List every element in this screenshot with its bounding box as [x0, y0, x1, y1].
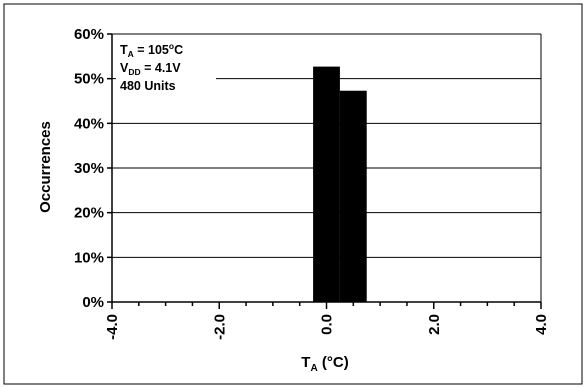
y-tick-label: 60%: [74, 26, 104, 43]
y-tick-label: 50%: [74, 71, 104, 88]
annotation-voltage: VDD = 4.1V: [120, 61, 181, 77]
y-tick-label: 10%: [74, 249, 104, 266]
y-tick-labels: 0% 10% 20% 30% 40% 50% 60%: [74, 26, 104, 311]
y-tick-label: 0%: [82, 294, 104, 311]
histogram-bar-1: [339, 90, 367, 302]
x-tick-label: 0.0: [319, 314, 336, 335]
y-axis-title: Occurrences: [37, 121, 54, 213]
y-tick-label: 30%: [74, 160, 104, 177]
annotation-voltage-value: = 4.1V: [141, 61, 182, 75]
annotation-background: [116, 37, 216, 95]
annotation-temperature-main: T: [120, 43, 128, 57]
histogram-bar-0: [313, 66, 340, 303]
axes: [107, 33, 542, 309]
y-tick-label: 40%: [74, 115, 104, 132]
annotation-temperature-unit: C: [174, 43, 183, 57]
annotation-voltage-main: V: [120, 61, 129, 75]
annotation-temperature-subscript: A: [128, 49, 134, 59]
x-tick-label: -4.0: [104, 314, 121, 340]
test-conditions-annotation: TA = 105oC VDD = 4.1V 480 Units: [116, 37, 216, 95]
x-tick-label: 2.0: [426, 314, 443, 335]
x-tick-label: 4.0: [533, 314, 550, 335]
histogram-bars: [313, 66, 367, 303]
annotation-voltage-subscript: DD: [128, 67, 140, 77]
annotation-temperature: TA = 105oC: [120, 41, 183, 59]
x-tick-label: -2.0: [211, 314, 228, 340]
annotation-unit-count-text: 480 Units: [120, 79, 176, 93]
annotation-temperature-value: = 105: [134, 43, 169, 57]
x-axis-title: TA (°C): [301, 354, 348, 374]
chart-outer-frame: [3, 3, 583, 385]
x-axis-title-rest: (°C): [318, 354, 349, 371]
y-tick-label: 20%: [74, 205, 104, 222]
x-tick-labels: -4.0 -2.0 0.0 2.0 4.0: [104, 314, 550, 340]
annotation-temperature-degree: o: [169, 41, 174, 51]
x-axis-title-main: T: [301, 354, 310, 371]
annotation-unit-count: 480 Units: [120, 79, 176, 93]
x-axis-title-subscript: A: [310, 363, 317, 374]
